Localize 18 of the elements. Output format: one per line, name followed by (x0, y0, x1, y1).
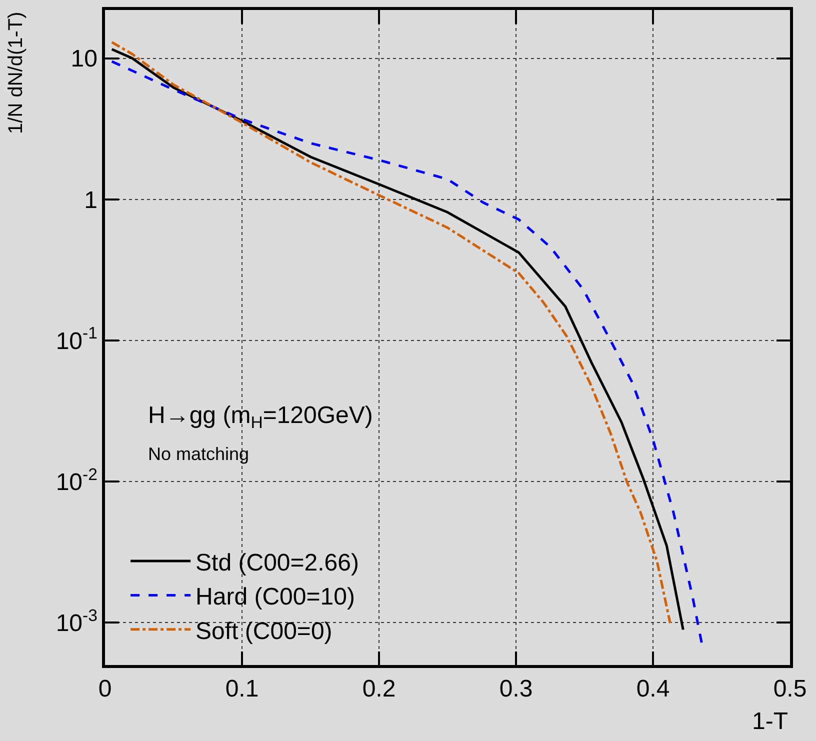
annotation: H→gg (m$_{H}$=120GeV) (148, 402, 373, 432)
y-tick-label: 10$^{-2}$ (56, 464, 98, 496)
legend-label: Soft (C00=0) (196, 618, 332, 645)
annotation: No matching (148, 444, 250, 464)
y-tick-label: 10$^{-3}$ (56, 606, 98, 637)
x-axis-title: 1-T (752, 708, 788, 735)
x-tick-label: 0.2 (362, 676, 396, 703)
x-tick-label: 0 (98, 676, 112, 703)
x-tick-label: 0.5 (773, 676, 807, 703)
x-tick-label: 0.4 (636, 676, 670, 703)
y-tick-label: 1 (84, 186, 98, 214)
y-tick-label: 10 (70, 46, 98, 73)
y-axis-title: 1/N dN/d(1-T) (4, 12, 27, 134)
y-tick-label: 10$^{-1}$ (56, 324, 98, 355)
x-tick-label: 0.3 (499, 676, 533, 703)
legend-label: Hard (C00=10) (196, 584, 355, 611)
legend-label: Std (C00=2.66) (196, 549, 359, 576)
x-tick-label: 0.1 (225, 676, 259, 703)
